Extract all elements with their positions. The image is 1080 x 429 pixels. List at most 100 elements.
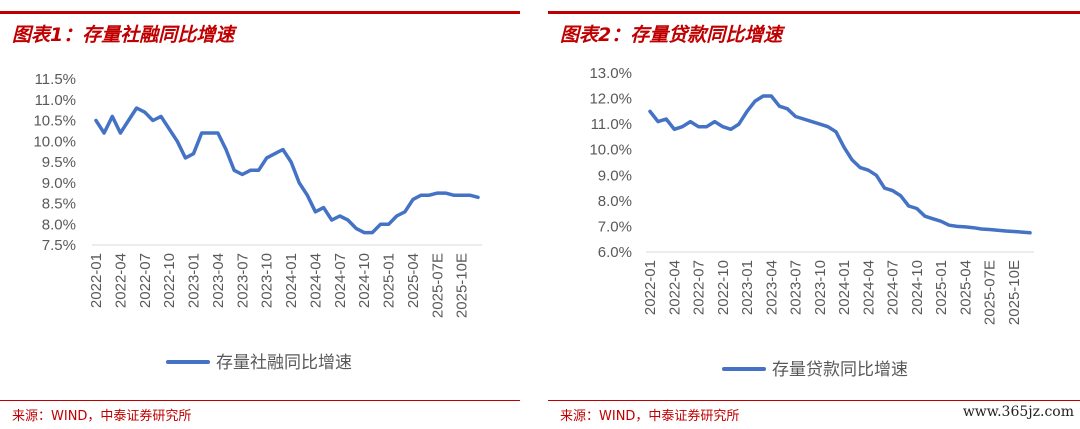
y-tick-label: 10.5% — [33, 113, 76, 130]
y-tick-label: 13.0% — [589, 65, 632, 82]
data-point — [689, 120, 691, 122]
data-point — [770, 95, 772, 97]
x-tick-label: 2025-01 — [381, 253, 398, 308]
x-tick-label: 2025-04 — [405, 253, 422, 308]
data-point — [786, 108, 788, 110]
data-point — [233, 169, 235, 171]
data-point — [827, 126, 829, 128]
data-point — [249, 169, 251, 171]
data-point — [657, 120, 659, 122]
y-tick-label: 10.0% — [589, 142, 632, 159]
data-point — [111, 115, 113, 117]
data-point — [95, 119, 97, 121]
data-point — [160, 115, 162, 117]
chart-title: 图表2：存量贷款同比增速 — [560, 24, 783, 46]
y-tick-label: 6.0% — [598, 244, 632, 261]
data-point — [152, 119, 154, 121]
x-tick-label: 2025-07E — [429, 253, 446, 318]
y-tick-label: 9.5% — [42, 154, 76, 171]
data-point — [956, 225, 958, 227]
x-tick-label: 2022-10 — [161, 253, 178, 308]
data-point — [940, 220, 942, 222]
data-point — [209, 132, 211, 134]
x-tick-label: 2024-07 — [332, 253, 349, 308]
x-tick-label: 2022-01 — [642, 260, 659, 315]
x-tick-label: 2022-04 — [112, 253, 129, 308]
data-point — [290, 161, 292, 163]
x-tick-label: 2024-04 — [860, 260, 877, 315]
data-point — [168, 128, 170, 130]
chart-svg: 6.0% 7.0% 8.0% 9.0% 10.0% 11.0% 12.0% 13.0% 2022… — [589, 65, 1034, 379]
data-point — [1029, 232, 1031, 234]
data-point — [322, 206, 324, 208]
data-point — [891, 189, 893, 191]
data-point — [428, 194, 430, 196]
data-point — [314, 211, 316, 213]
source-note: 来源：WIND，中泰证券研究所 — [12, 409, 192, 424]
chart-title: 图表1：存量社融同比增速 — [12, 24, 235, 46]
data-point — [924, 215, 926, 217]
data-point — [932, 218, 934, 220]
data-point — [851, 159, 853, 161]
x-tick-label: 2022-04 — [666, 260, 683, 315]
x-tick-label: 2022-07 — [137, 253, 154, 308]
data-point — [257, 169, 259, 171]
data-point — [412, 198, 414, 200]
x-tick-label: 2024-10 — [909, 260, 926, 315]
data-point — [705, 126, 707, 128]
x-tick-label: 2025-01 — [933, 260, 950, 315]
x-tick-label: 2023-10 — [812, 260, 829, 315]
x-tick-label: 2022-01 — [88, 253, 105, 308]
x-tick-label: 2023-07 — [234, 253, 251, 308]
series-line — [94, 106, 480, 235]
data-point — [899, 195, 901, 197]
x-tick-label: 2025-04 — [957, 260, 974, 315]
data-point — [192, 153, 194, 155]
y-tick-label: 8.0% — [42, 216, 76, 233]
data-point — [201, 132, 203, 134]
data-point — [875, 174, 877, 176]
data-point — [184, 157, 186, 159]
data-point — [144, 111, 146, 113]
title-rule — [0, 11, 520, 14]
data-point — [103, 132, 105, 134]
y-tick-label: 9.0% — [42, 175, 76, 192]
legend-label: 存量社融同比增速 — [216, 353, 352, 372]
y-tick-label: 11.0% — [35, 92, 76, 109]
data-point — [697, 126, 699, 128]
y-tick-label: 10.0% — [33, 133, 76, 150]
x-tick-label: 2024-04 — [307, 253, 324, 308]
data-point — [916, 207, 918, 209]
data-point — [859, 166, 861, 168]
data-point — [298, 182, 300, 184]
data-point — [948, 224, 950, 226]
data-point — [135, 107, 137, 109]
y-tick-label: 11.5% — [35, 71, 76, 88]
x-tick-label: 2022-07 — [691, 260, 708, 315]
data-point — [225, 148, 227, 150]
data-point — [883, 187, 885, 189]
x-tick-label: 2025-07E — [982, 260, 999, 325]
y-tick-label: 9.0% — [598, 167, 632, 184]
data-point — [964, 226, 966, 228]
x-tick-label: 2023-10 — [259, 253, 276, 308]
x-tick-label: 2024-10 — [356, 253, 373, 308]
x-tick-label: 2024-07 — [885, 260, 902, 315]
data-point — [379, 223, 381, 225]
data-point — [673, 128, 675, 130]
x-tick-label: 2024-01 — [283, 253, 300, 308]
source-rule — [0, 400, 520, 401]
data-point — [730, 128, 732, 130]
data-point — [738, 123, 740, 125]
data-point — [802, 118, 804, 120]
data-point — [980, 228, 982, 230]
data-point — [396, 215, 398, 217]
y-tick-label: 8.0% — [598, 193, 632, 210]
x-tick-label: 2024-01 — [836, 260, 853, 315]
data-point — [1013, 230, 1015, 232]
data-point — [681, 126, 683, 128]
data-point — [119, 132, 121, 134]
data-point — [347, 219, 349, 221]
data-point — [997, 229, 999, 231]
data-point — [778, 105, 780, 107]
